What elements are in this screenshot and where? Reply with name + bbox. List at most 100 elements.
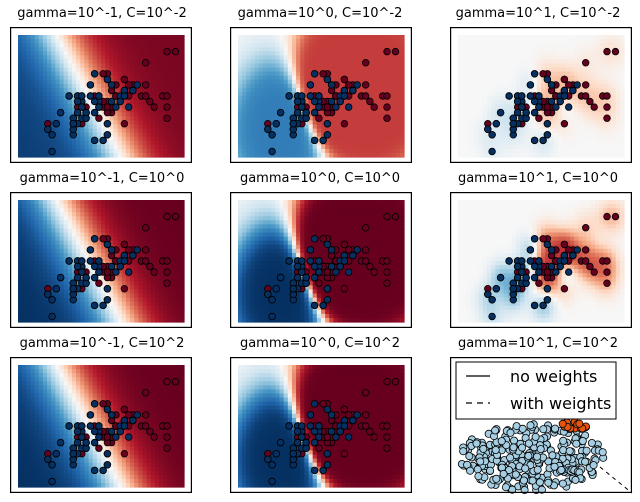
heatmap-cell <box>545 83 550 89</box>
heatmap-cell <box>30 273 36 278</box>
heatmap-cell <box>574 152 579 158</box>
heatmap-cell <box>125 200 131 205</box>
heatmap-cell <box>470 47 476 52</box>
heatmap-cell <box>395 116 401 121</box>
heatmap-cell <box>22 144 27 150</box>
heatmap-cell <box>179 43 185 48</box>
heatmap-cell <box>478 116 484 121</box>
heatmap-cell <box>296 35 301 40</box>
heatmap-cell <box>611 39 617 44</box>
heatmap-cell <box>130 309 135 315</box>
heatmap-cell <box>67 269 73 274</box>
heatmap-cell <box>528 47 534 52</box>
heatmap-cell <box>150 75 156 81</box>
heatmap-cell <box>362 87 368 93</box>
heatmap-cell <box>383 67 388 73</box>
heatmap-cell <box>113 204 119 209</box>
heatmap-cell <box>482 91 488 97</box>
heatmap-cell <box>358 140 364 146</box>
heatmap-cell <box>619 51 625 56</box>
heatmap-cell <box>574 124 579 130</box>
heatmap-cell <box>146 256 152 262</box>
heatmap-cell <box>391 55 397 60</box>
heatmap-cell <box>491 87 496 93</box>
heatmap-cell <box>71 317 77 323</box>
heatmap-cell <box>113 208 119 213</box>
heatmap-cell <box>92 124 98 130</box>
heatmap-cell <box>271 51 276 56</box>
heatmap-cell <box>150 236 156 242</box>
heatmap-cell <box>51 51 56 56</box>
heatmap-cell <box>516 67 521 73</box>
heatmap-cell <box>171 124 177 130</box>
heatmap-cell <box>516 144 521 150</box>
heatmap-cell <box>271 87 276 93</box>
heatmap-cell <box>549 91 555 97</box>
heatmap-cell <box>287 51 293 56</box>
heatmap-cell <box>316 132 322 138</box>
heatmap-cell <box>30 301 36 307</box>
heatmap-cell <box>88 228 94 234</box>
heatmap-cell <box>333 148 339 154</box>
heatmap-cell <box>329 71 335 77</box>
heatmap-cell <box>474 124 480 130</box>
heatmap-cell <box>262 132 268 138</box>
heatmap-cell <box>55 305 61 311</box>
heatmap-cell <box>474 96 480 101</box>
heatmap-cell <box>109 220 115 225</box>
point-class-1 <box>163 103 171 111</box>
heatmap-cell <box>42 39 48 44</box>
heatmap-cell <box>117 228 123 234</box>
heatmap-cell <box>503 55 509 60</box>
heatmap-cell <box>358 63 364 69</box>
heatmap-cell <box>146 104 152 109</box>
heatmap-cell <box>159 71 164 77</box>
heatmap-cell <box>84 87 90 93</box>
heatmap-cell <box>607 67 613 73</box>
heatmap-cell <box>387 144 393 150</box>
heatmap-cell <box>150 297 156 303</box>
heatmap-cell <box>503 104 509 109</box>
heatmap-cell <box>80 128 85 134</box>
heatmap-cell <box>59 63 65 69</box>
heatmap-cell <box>482 67 488 73</box>
heatmap-cell <box>599 136 604 142</box>
heatmap-cell <box>130 228 135 234</box>
heatmap-cell <box>109 200 115 205</box>
heatmap-cell <box>63 261 69 266</box>
heatmap-cell <box>34 112 40 117</box>
heatmap-cell <box>275 75 281 81</box>
heatmap-cell <box>287 47 293 52</box>
heatmap-cell <box>271 43 276 48</box>
heatmap-cell <box>138 204 144 209</box>
point-class-1 <box>391 47 400 56</box>
heatmap-cell <box>329 120 335 126</box>
heatmap-cell <box>345 140 351 146</box>
heatmap-cell <box>458 55 463 60</box>
axes-frame <box>10 27 193 164</box>
heatmap-cell <box>553 67 559 73</box>
heatmap-cell <box>603 87 608 93</box>
heatmap-cell <box>528 51 534 56</box>
heatmap-cell <box>267 63 272 69</box>
heatmap-cell <box>18 200 23 205</box>
heatmap-cell <box>520 152 525 158</box>
heatmap-cell <box>603 43 608 48</box>
heatmap-cell <box>117 297 123 303</box>
heatmap-cell <box>524 55 530 60</box>
heatmap-cell <box>279 104 285 109</box>
heatmap-cell <box>603 148 608 154</box>
heatmap-cell <box>142 47 148 52</box>
heatmap-cell <box>76 301 81 307</box>
heatmap-cell <box>55 75 61 81</box>
heatmap-cell <box>59 208 65 213</box>
heatmap-cell <box>67 224 73 230</box>
heatmap-cell <box>88 301 94 307</box>
heatmap-cell <box>250 59 256 65</box>
heatmap-cell <box>80 55 85 60</box>
heatmap-cell <box>55 128 61 134</box>
heatmap-cell <box>84 120 90 126</box>
heatmap-cell <box>275 148 281 154</box>
heatmap-cell <box>163 63 168 69</box>
heatmap-cell <box>350 120 355 126</box>
